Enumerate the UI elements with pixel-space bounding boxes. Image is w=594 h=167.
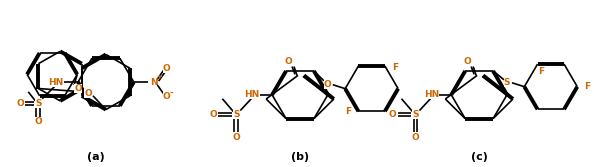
Text: (c): (c) — [470, 152, 488, 162]
Text: HN: HN — [424, 90, 439, 99]
Text: -: - — [170, 89, 173, 98]
Text: O: O — [232, 133, 240, 142]
Text: (a): (a) — [87, 152, 105, 162]
Text: O: O — [163, 64, 170, 73]
Text: F: F — [584, 82, 590, 91]
Text: S: S — [233, 110, 239, 119]
Text: HN: HN — [245, 90, 260, 99]
Text: O: O — [17, 99, 24, 108]
Text: N: N — [150, 77, 157, 87]
Text: O: O — [34, 117, 42, 126]
Text: S: S — [412, 110, 419, 119]
Text: O: O — [412, 133, 419, 142]
Text: O: O — [163, 92, 170, 101]
Text: O: O — [324, 80, 331, 89]
Text: O: O — [284, 57, 292, 66]
Text: O: O — [388, 110, 396, 119]
Text: S: S — [504, 78, 510, 87]
Text: (b): (b) — [291, 152, 309, 162]
Text: F: F — [392, 63, 398, 72]
Text: +: + — [157, 74, 163, 80]
Text: HN: HN — [49, 77, 64, 87]
Text: F: F — [345, 107, 352, 116]
Text: O: O — [84, 89, 92, 98]
Text: O: O — [210, 110, 217, 119]
Text: O: O — [74, 84, 82, 93]
Text: F: F — [539, 67, 545, 76]
Text: O: O — [463, 57, 471, 66]
Text: S: S — [35, 99, 42, 108]
